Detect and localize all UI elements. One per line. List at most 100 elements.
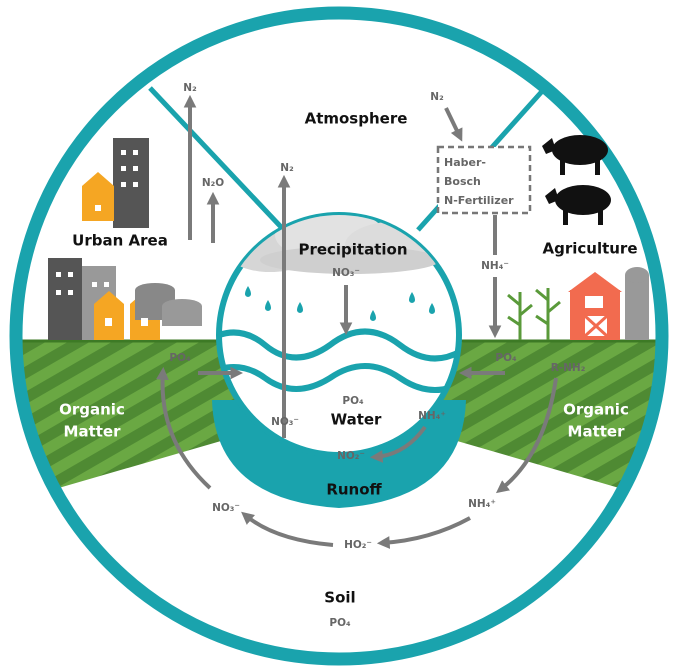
cloud-and-water-part-part <box>265 300 271 311</box>
outer-ring <box>9 6 669 666</box>
urban-buildings-part-part <box>133 166 138 171</box>
dividers-part <box>148 86 284 230</box>
chem-label: NO₃⁻ <box>271 416 299 428</box>
agriculture-drawings-part-part <box>507 293 533 327</box>
cloud-and-water-part-part <box>245 286 251 297</box>
region-label: Soil <box>324 589 355 607</box>
urban-buildings-part-part <box>121 166 126 171</box>
urban-buildings-part-part <box>141 318 148 326</box>
agriculture-drawings-part-part <box>552 135 608 165</box>
haber-bosch-box <box>436 145 532 215</box>
arrows-part <box>376 516 471 549</box>
agriculture-drawings-part-part <box>598 205 603 225</box>
urban-buildings-part-part <box>68 290 73 295</box>
urban-buildings-part-part <box>56 290 61 295</box>
urban-buildings-part-part <box>133 150 138 155</box>
chem-label: N₂ <box>280 162 294 174</box>
haber-bosch-label: N-Fertilizer <box>444 194 514 207</box>
urban-buildings-part-part <box>92 282 97 287</box>
cloud-and-water-part-part <box>297 302 303 313</box>
organic-bands-part <box>16 340 252 505</box>
arrows-part <box>495 377 558 494</box>
region-label: Agriculture <box>542 240 637 258</box>
urban-buildings-part-part <box>104 282 109 287</box>
arrows-part <box>444 107 463 142</box>
agriculture-drawings-part <box>625 267 649 283</box>
urban-buildings-part-part <box>56 272 61 277</box>
arrows-part <box>241 511 334 547</box>
urban-buildings <box>48 138 202 340</box>
agriculture-drawings-part-part <box>542 138 556 154</box>
urban-buildings-part <box>82 186 114 221</box>
region-label: Runoff <box>326 481 382 499</box>
agriculture-drawings-part <box>568 272 622 292</box>
chem-label: PO₄ <box>329 617 351 629</box>
chem-label: R-NH₂ <box>551 362 586 374</box>
arrows-part <box>369 425 427 463</box>
cloud-and-water-part-part <box>409 292 415 303</box>
agriculture-drawings-part <box>542 135 611 225</box>
chem-label: NH₄⁺ <box>468 498 496 510</box>
chem-label: NO₃⁻ <box>212 502 240 514</box>
urban-buildings-part-part <box>121 150 126 155</box>
urban-buildings-part <box>82 172 114 186</box>
chem-label: N₂ <box>430 91 444 103</box>
urban-buildings-part-part <box>105 318 112 326</box>
haber-bosch-label: Bosch <box>444 175 481 188</box>
agriculture-drawings-part-part <box>595 155 600 175</box>
chem-label: PO₄ <box>169 352 191 364</box>
cloud-and-water-part-part <box>370 310 376 321</box>
urban-buildings-part <box>94 291 124 304</box>
chem-label: N₂O <box>202 177 224 189</box>
agriculture-drawings-part-part <box>563 205 568 225</box>
urban-buildings-part-part <box>95 205 101 211</box>
organic-matter-label: Matter <box>568 423 626 441</box>
agriculture-drawings-part-part <box>545 188 559 204</box>
urban-buildings-part <box>48 258 82 340</box>
arrows-part <box>156 366 212 490</box>
agriculture-drawings-part-part <box>555 185 611 215</box>
cloud-and-water-part <box>260 246 440 274</box>
chem-label: NH₄⁺ <box>418 410 446 422</box>
urban-buildings-part <box>56 150 148 326</box>
agriculture-drawings-part-part <box>535 288 561 326</box>
agriculture-drawings <box>507 135 649 340</box>
organic-matter-label: Organic <box>563 401 629 419</box>
outer-ring-part <box>9 6 669 666</box>
region-labels: Atmosphere Urban Area Agriculture Precip… <box>59 110 637 607</box>
chem-label: PO₄ <box>495 352 517 364</box>
cloud-and-water-part-part <box>429 303 435 314</box>
agriculture-drawings-part <box>583 314 609 338</box>
region-label: Urban Area <box>72 232 168 250</box>
organic-matter-label: Matter <box>64 423 122 441</box>
region-label: Water <box>331 411 382 429</box>
urban-buildings-part <box>162 306 202 326</box>
haber-bosch-box-part <box>436 145 532 215</box>
haber-bosch-label: Haber- <box>444 156 486 169</box>
organic-bands <box>16 339 662 505</box>
agriculture-drawings-part <box>585 296 603 308</box>
organic-matter-label: Organic <box>59 401 125 419</box>
cloud-and-water-part <box>219 328 459 362</box>
urban-buildings-part-part <box>68 272 73 277</box>
agriculture-drawings-part <box>625 275 649 340</box>
chem-label: HO₂⁻ <box>344 539 372 551</box>
urban-buildings-part-part <box>133 182 138 187</box>
chem-label: N₂ <box>183 82 197 94</box>
chem-label: PO₄ <box>342 395 364 407</box>
chem-label: NH₄⁻ <box>481 260 509 272</box>
agriculture-drawings-part <box>507 288 561 340</box>
chem-label: NO₃⁻ <box>332 267 360 279</box>
urban-buildings-part-part <box>121 182 126 187</box>
region-label: Precipitation <box>298 241 407 259</box>
agriculture-drawings-part-part <box>560 155 565 175</box>
urban-buildings-part <box>113 138 149 228</box>
arrows <box>156 94 558 549</box>
chem-label: NO₂⁻ <box>337 450 365 462</box>
organic-bands-part <box>426 340 662 505</box>
chemical-labels: N₂ N₂O N₂ N₂ NO₃⁻ NH₄⁻ PO₄ PO₄ R-NH₂ PO₄… <box>169 82 585 629</box>
cloud-and-water <box>219 215 459 393</box>
region-label: Atmosphere <box>305 110 408 128</box>
cloud-and-water-part <box>219 363 459 393</box>
